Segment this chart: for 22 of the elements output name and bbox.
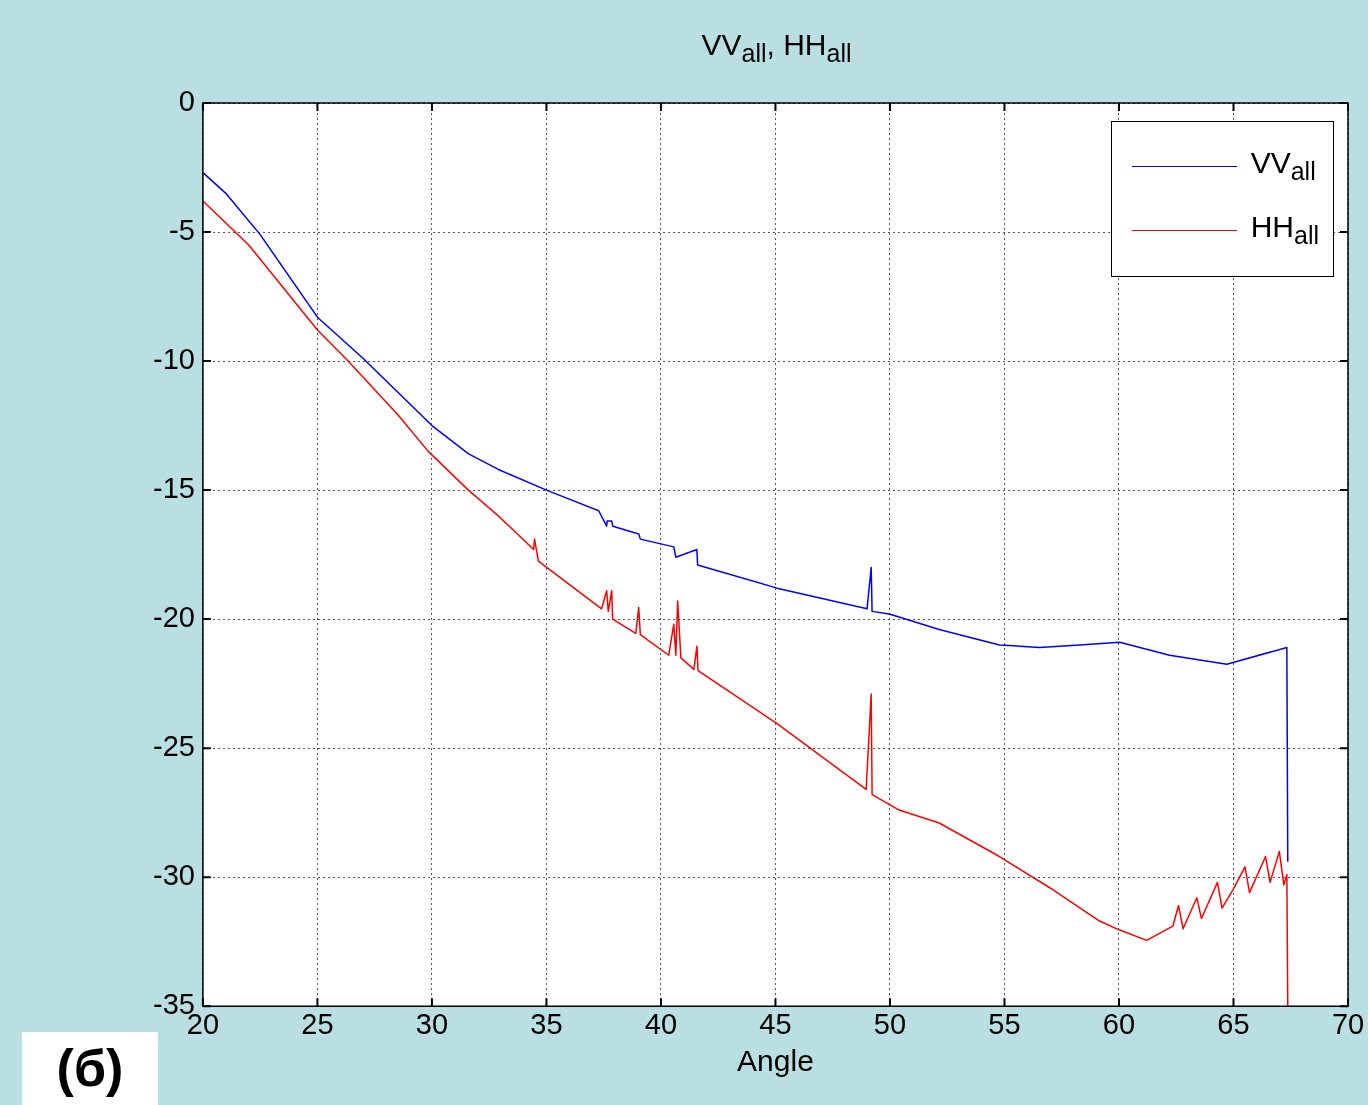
x-tick-label: 45 (759, 1007, 792, 1040)
y-tick-label: 0 (178, 85, 195, 117)
x-tick-label: 50 (873, 1007, 907, 1040)
x-tick-label: 40 (644, 1007, 678, 1040)
y-tick-label: -5 (169, 214, 195, 247)
y-tick-label: -25 (152, 730, 195, 763)
x-tick-label: 25 (301, 1007, 334, 1040)
x-tick-label: 55 (988, 1007, 1021, 1040)
y-tick-label: -20 (152, 601, 195, 634)
x-tick-label: 70 (1331, 1007, 1365, 1040)
x-tick-label: 65 (1217, 1007, 1250, 1040)
legend-label: HH$_{all}$ (1250, 210, 1319, 250)
y-tick-label: -15 (152, 472, 195, 505)
x-tick-label: 35 (530, 1007, 563, 1040)
x-axis-title: Angle (737, 1044, 814, 1078)
chart-title: VV$_{all}$, HH$_{all}$ (700, 28, 853, 68)
y-tick-label: -30 (152, 859, 195, 892)
x-tick-label: 30 (415, 1007, 449, 1040)
text: (б) (22, 1032, 158, 1105)
y-tick-label: -10 (152, 343, 195, 376)
x-tick-label: 60 (1102, 1007, 1136, 1040)
legend-label: VV$_{all}$ (1250, 146, 1316, 186)
